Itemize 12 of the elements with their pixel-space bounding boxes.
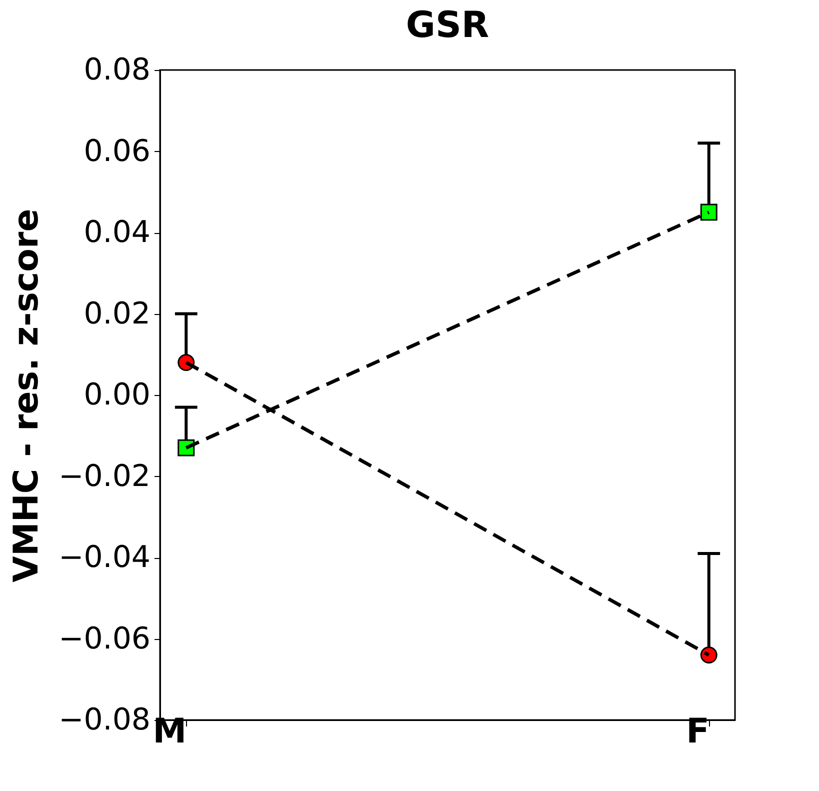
y-tick-label: 0.02 bbox=[84, 296, 150, 332]
y-axis-title: VMHC - res. z-score bbox=[6, 208, 47, 582]
y-tick-label: 0.06 bbox=[84, 134, 150, 169]
chart-title: GSR bbox=[406, 5, 490, 46]
y-tick-label: −0.06 bbox=[58, 621, 150, 656]
y-tick-label: 0.00 bbox=[84, 378, 150, 412]
y-tick-label: −0.08 bbox=[58, 702, 150, 738]
point bbox=[700, 204, 718, 221]
y-tick-label: −0.02 bbox=[58, 458, 150, 494]
y-tick-label: −0.04 bbox=[58, 540, 150, 575]
y-tick-label: 0.04 bbox=[84, 215, 150, 250]
y-tick-label: 0.08 bbox=[84, 52, 150, 88]
